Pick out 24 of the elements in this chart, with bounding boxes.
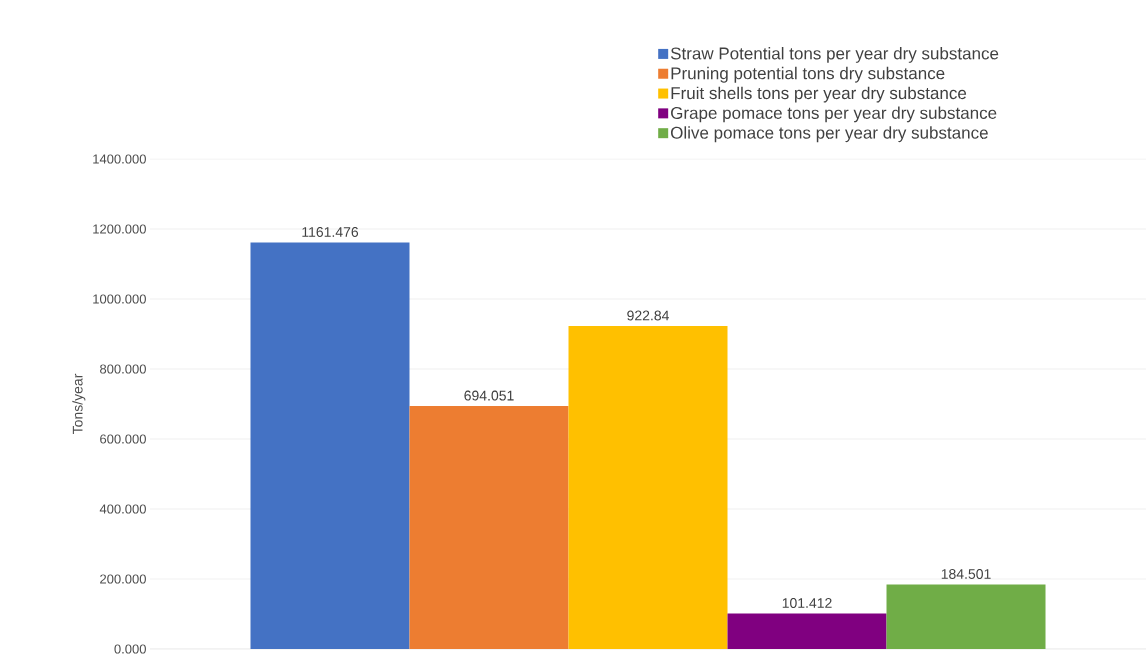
- y-tick-label: 1000.000: [93, 294, 146, 304]
- legend-label: Grape pomace tons per year dry substance: [671, 106, 997, 123]
- bar: [409, 406, 569, 649]
- y-tick-label: 200.000: [100, 574, 146, 584]
- data-label: 1161.476: [302, 227, 359, 237]
- y-axis-title: Tons/year: [72, 373, 86, 435]
- y-tick-label: 1400.000: [93, 154, 146, 164]
- legend-label: Pruning potential tons dry substance: [671, 66, 945, 83]
- data-label: 101.412: [782, 598, 832, 608]
- bar: [727, 613, 887, 649]
- bar: [568, 326, 728, 649]
- y-tick-label: 0.000: [114, 644, 146, 654]
- data-label: 184.501: [941, 568, 991, 579]
- y-tick-label: 1200.000: [93, 224, 146, 234]
- bar: [250, 242, 410, 649]
- legend-label: Fruit shells tons per year dry substance: [671, 86, 967, 103]
- data-label: 694.051: [464, 390, 514, 401]
- bar: [886, 584, 1046, 649]
- data-label: 922.84: [627, 310, 669, 321]
- y-tick-label: 600.000: [100, 434, 146, 444]
- y-tick-label: 800.000: [100, 364, 146, 374]
- legend-label: Straw Potential tons per year dry substance: [670, 47, 999, 63]
- y-tick-label: 400.000: [99, 504, 146, 514]
- legend-label: Olive pomace tons per year dry substance: [670, 126, 988, 143]
